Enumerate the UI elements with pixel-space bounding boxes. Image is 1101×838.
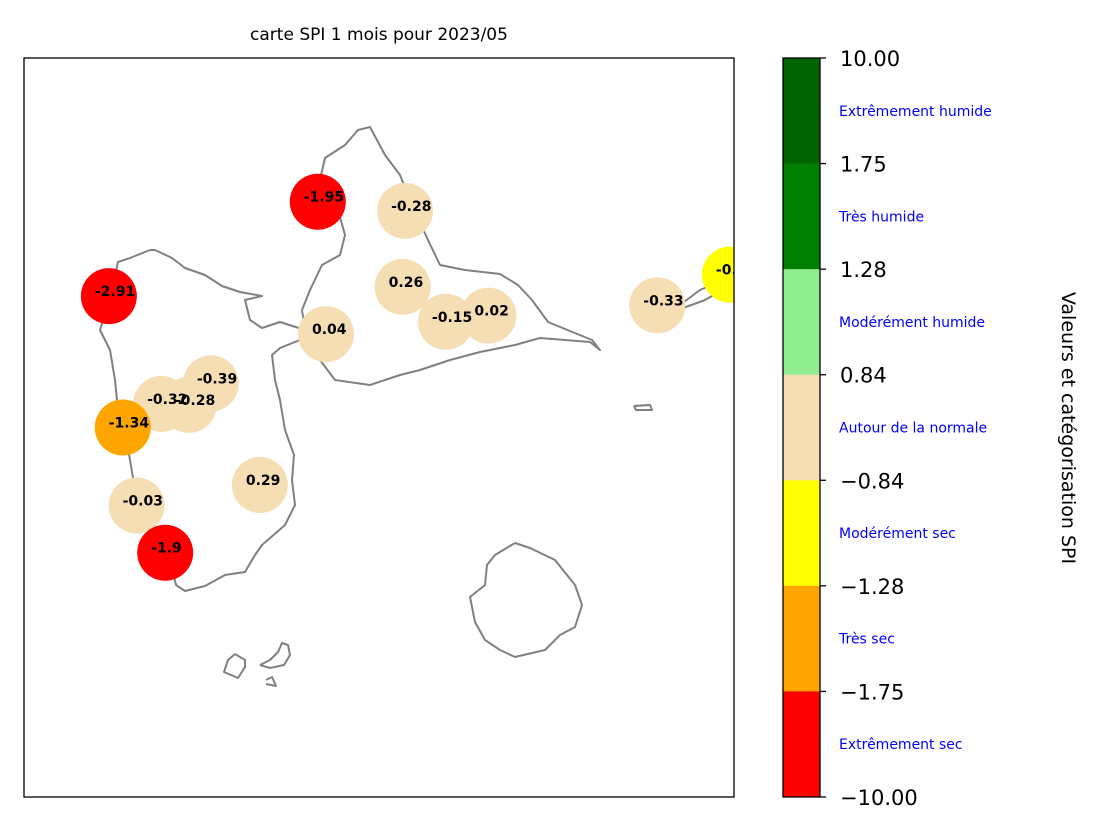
colorbar-label: Valeurs et catégorisation SPI <box>1057 292 1079 564</box>
station-value-label: -1.34 <box>109 416 150 432</box>
colorbar-segment <box>783 585 820 692</box>
station-value-label: -0.28 <box>391 199 431 215</box>
station-value-label: -0.03 <box>123 494 163 510</box>
station-marker <box>289 173 346 230</box>
station-value-label: -0.39 <box>197 371 237 387</box>
station-marker <box>417 293 474 350</box>
colorbar-segment <box>783 163 820 270</box>
station-marker <box>231 456 288 513</box>
station-marker <box>629 277 686 334</box>
colorbar-tick-label: 1.28 <box>840 258 887 282</box>
station-marker <box>94 399 151 456</box>
station-marker <box>108 477 165 534</box>
colorbar-tick-label: −0.84 <box>840 469 904 493</box>
colorbar-segment <box>783 269 820 376</box>
station-value-label: -1.9 <box>151 541 182 557</box>
station-marker <box>297 306 354 363</box>
station-marker <box>374 258 431 315</box>
coastline-les-saintes-3 <box>265 676 277 687</box>
colorbar-tick-label: −1.75 <box>840 680 904 704</box>
category-label: Très humide <box>838 209 924 225</box>
colorbar-tick-label: −1.28 <box>840 575 904 599</box>
station-marker <box>80 268 137 325</box>
station-value-label: 0.04 <box>312 322 347 338</box>
colorbar-segment <box>783 374 820 481</box>
category-label: Autour de la normale <box>839 421 987 437</box>
coastline-les-saintes-2 <box>259 642 291 669</box>
category-label: Extrêmement humide <box>839 104 992 120</box>
map-frame <box>23 57 735 798</box>
station-value-label: -0.28 <box>175 393 215 409</box>
map-title: carte SPI 1 mois pour 2023/05 <box>250 25 508 45</box>
station-value-label: -1.95 <box>304 190 344 206</box>
category-label: Modérément humide <box>839 315 985 331</box>
station-marker <box>701 246 734 303</box>
coastline-desirade <box>659 274 734 321</box>
station-value-label: 0.02 <box>474 304 509 320</box>
colorbar: Extrêmement humide Très humide Modérément … <box>782 47 992 810</box>
station-value-label: -0.15 <box>432 310 472 326</box>
station-value-label: -0.32 <box>147 392 187 408</box>
coastline-grande-terre <box>299 126 601 386</box>
colorbar-segment <box>783 58 820 165</box>
coastline-marie-galante <box>469 542 583 658</box>
coastline-les-saintes-1 <box>223 653 246 679</box>
category-label: Très sec <box>838 632 895 648</box>
station-value-label: 0.26 <box>389 275 424 291</box>
category-label: Modérément sec <box>839 526 956 542</box>
colorbar-tick-label: 0.84 <box>840 364 887 388</box>
category-label: Extrêmement sec <box>839 737 963 753</box>
colorbar-tick-label: −10.00 <box>840 786 918 810</box>
coastline-petite-terre <box>633 404 653 411</box>
colorbar-tick-label: 10.00 <box>840 47 900 71</box>
station-marker <box>460 287 517 344</box>
station-value-label: -2.91 <box>95 284 135 300</box>
station-value-label: -0.33 <box>643 293 683 309</box>
station-marker <box>137 524 194 581</box>
colorbar-segment <box>783 691 820 798</box>
colorbar-tick-label: 1.75 <box>840 153 887 177</box>
station-marker <box>377 182 434 239</box>
station-value-label: 0.29 <box>246 473 281 489</box>
station-value-label: -0.89 <box>716 263 756 279</box>
colorbar-segment <box>783 480 820 587</box>
station-marker <box>160 376 217 433</box>
